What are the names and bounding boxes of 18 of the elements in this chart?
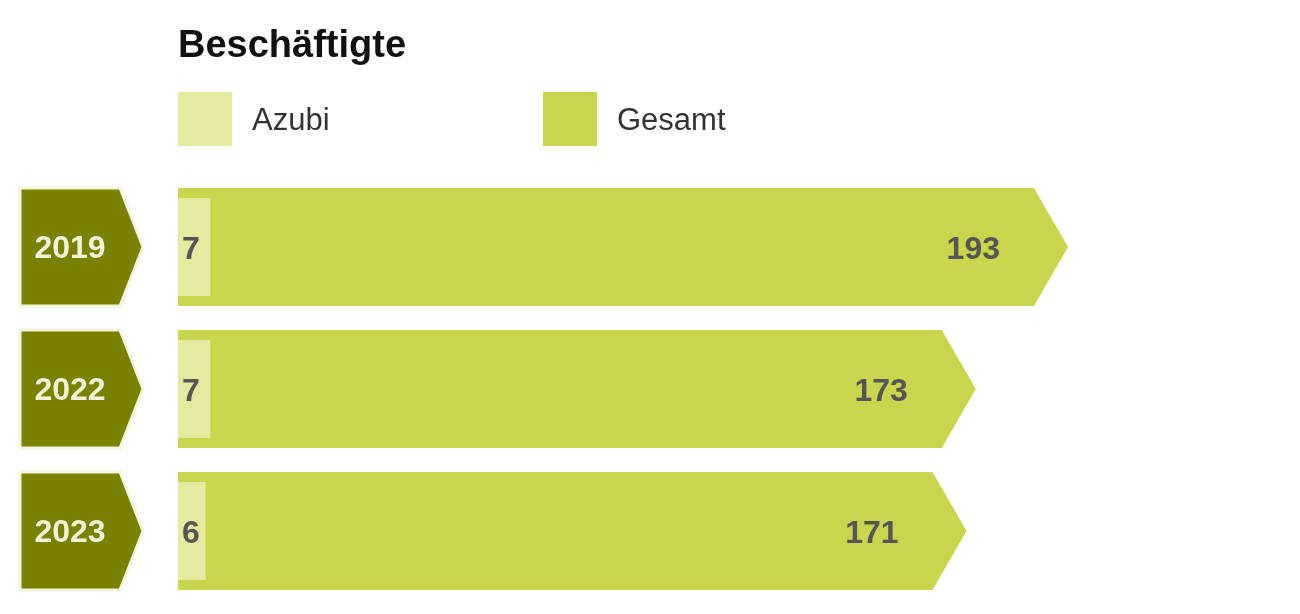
- chart-title: Beschäftigte: [178, 23, 407, 65]
- bar: [178, 198, 211, 296]
- y-tick-label: 2023: [34, 513, 106, 549]
- bar: [178, 330, 976, 448]
- bar: [178, 472, 967, 590]
- data-label: 193: [946, 230, 1000, 266]
- data-label: 7: [182, 230, 200, 266]
- data-label: 7: [182, 372, 200, 408]
- data-label: 171: [845, 514, 899, 550]
- data-label: 173: [854, 372, 908, 408]
- bar: [178, 188, 1068, 306]
- data-label: 6: [182, 514, 200, 550]
- legend-label: Gesamt: [617, 102, 726, 137]
- y-tick-label: 2019: [34, 229, 106, 265]
- bar: [178, 482, 206, 580]
- legend-label: Azubi: [252, 102, 330, 137]
- y-tick-label: 2022: [34, 371, 106, 407]
- bar: [178, 340, 211, 438]
